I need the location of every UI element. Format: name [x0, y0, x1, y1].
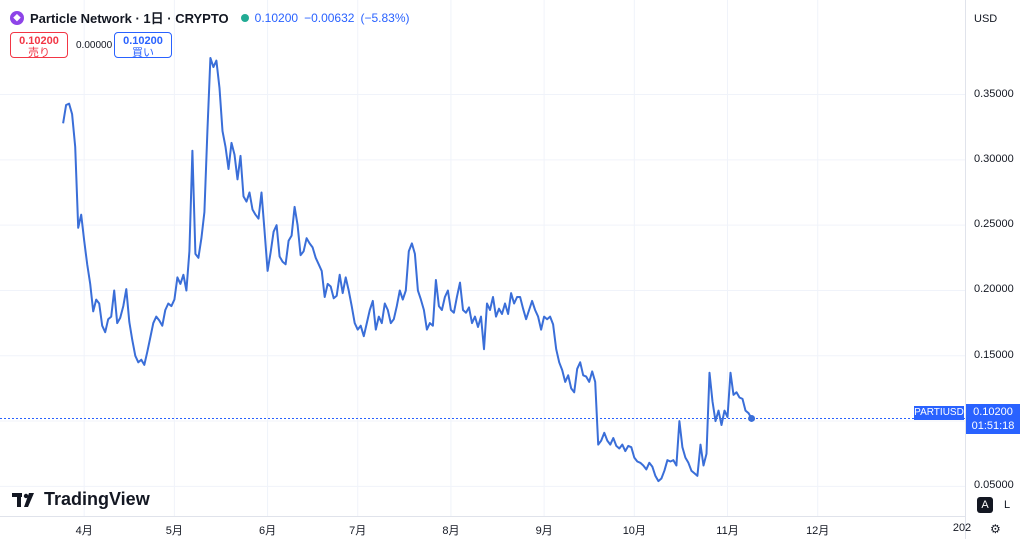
sell-label: 売り — [28, 47, 50, 59]
sell-price: 0.10200 — [19, 35, 59, 47]
time-axis-label: 12月 — [806, 525, 830, 537]
buy-label: 買い — [132, 47, 154, 59]
vertical-gridlines — [83, 0, 819, 516]
buy-price: 0.10200 — [123, 35, 163, 47]
market-status-icon — [240, 13, 249, 22]
time-axis-label: 9月 — [535, 525, 553, 537]
price-axis-label: 0.20000 — [974, 283, 1014, 296]
last-price-tag-value: 0.10200 — [973, 406, 1013, 418]
particle-logo-icon: ◆ — [10, 10, 24, 25]
price-axis-label: 0.30000 — [974, 152, 1014, 165]
time-axis[interactable] — [0, 516, 965, 540]
sell-button[interactable]: 0.10200 売り — [10, 32, 68, 59]
log-scale-button[interactable]: L — [1003, 499, 1011, 511]
bar-countdown: 01:51:18 — [971, 420, 1015, 432]
header-change-pct: (−5.83%) — [360, 10, 410, 25]
time-axis-label: 8月 — [442, 525, 460, 537]
time-axis-label: 4月 — [75, 525, 93, 537]
time-axis-label: 11月 — [716, 525, 739, 537]
time-axis-label: 7月 — [349, 525, 367, 537]
settings-icon[interactable]: ⚙ — [990, 522, 1001, 536]
price-axis-label: 0.35000 — [974, 87, 1014, 100]
price-axis-label: 0.15000 — [974, 348, 1014, 361]
tradingview-logo-icon — [12, 492, 34, 507]
price-chart[interactable] — [0, 0, 965, 516]
time-axis-label: 5月 — [165, 525, 183, 537]
auto-scale-button[interactable]: A — [977, 497, 993, 513]
symbol-price-tag: PARTIUSD — [914, 406, 964, 420]
header-price: 0.10200 — [254, 10, 299, 25]
price-axis-label: 0.25000 — [974, 218, 1014, 231]
last-price-point — [748, 414, 756, 422]
tradingview-logo-text: TradingView — [44, 489, 150, 509]
buy-button[interactable]: 0.10200 買い — [114, 32, 172, 59]
time-axis-label: 6月 — [258, 525, 277, 537]
time-axis-label: 10月 — [622, 525, 646, 537]
header-change: −0.00632 — [304, 10, 355, 25]
symbol-header: ◆ Particle Network · 1日 · CRYPTO 0.10200… — [10, 8, 409, 27]
last-price-tag: 0.10200 01:51:18 — [966, 404, 1020, 434]
currency-selector[interactable]: USD — [974, 13, 998, 25]
spread-value: 0.00000 — [76, 40, 113, 51]
tradingview-logo[interactable]: TradingView — [12, 489, 150, 510]
time-axis-label-year: 202 — [952, 522, 972, 534]
horizontal-gridlines — [0, 94, 965, 487]
price-axis-label: 0.05000 — [974, 479, 1014, 492]
price-axis[interactable] — [965, 0, 1024, 539]
price-series-line — [62, 57, 753, 483]
symbol-title[interactable]: Particle Network · 1日 · CRYPTO — [30, 11, 229, 26]
